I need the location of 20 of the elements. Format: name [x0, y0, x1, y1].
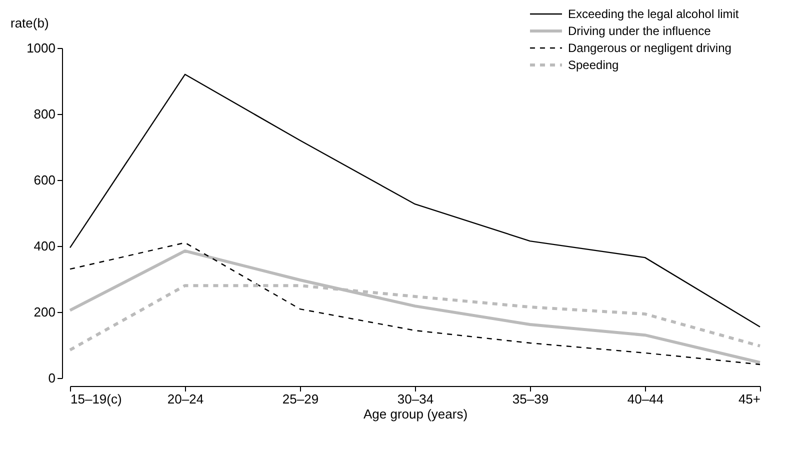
x-axis-title: Age group (years): [363, 406, 468, 422]
y-tick-label: 200: [34, 304, 56, 320]
x-tick-label: 25–29: [282, 392, 319, 406]
x-tick-label: 40–44: [627, 392, 664, 406]
y-axis-title: rate(b): [10, 16, 49, 30]
line-series: [69, 74, 761, 328]
y-tick-label: 400: [34, 238, 56, 254]
legend-label: Driving under the influence: [568, 24, 712, 38]
x-tick-label: 15–19(c): [70, 392, 122, 406]
x-tick-label: 35–39: [512, 392, 549, 406]
x-tick-label: 45+: [738, 392, 760, 406]
legend-label: Speeding: [568, 58, 619, 72]
x-tick-label: 30–34: [397, 392, 434, 406]
y-tick-label: 1000: [26, 40, 56, 56]
legend-label: Dangerous or negligent driving: [568, 41, 732, 55]
y-tick-label: 0: [48, 370, 56, 386]
x-tick-label: 20–24: [167, 392, 204, 406]
y-tick-label: 800: [34, 106, 56, 122]
y-tick-label: 600: [34, 172, 56, 188]
legend-label: Exceeding the legal alcohol limit: [568, 7, 740, 21]
